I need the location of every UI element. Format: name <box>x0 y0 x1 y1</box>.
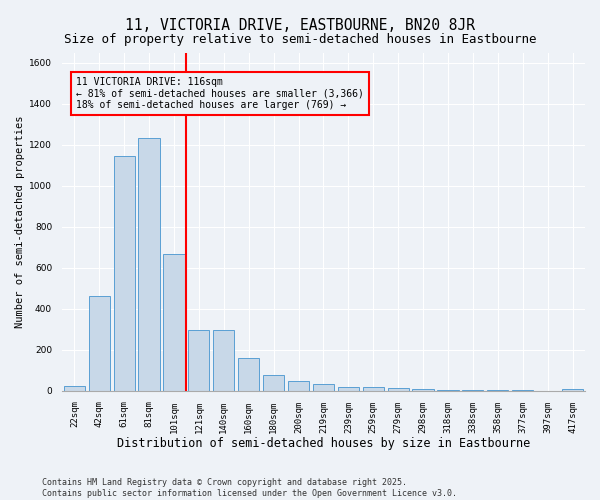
Bar <box>64 386 85 391</box>
X-axis label: Distribution of semi-detached houses by size in Eastbourne: Distribution of semi-detached houses by … <box>117 437 530 450</box>
Y-axis label: Number of semi-detached properties: Number of semi-detached properties <box>15 116 25 328</box>
Bar <box>213 330 235 391</box>
Text: Size of property relative to semi-detached houses in Eastbourne: Size of property relative to semi-detach… <box>64 32 536 46</box>
Text: Contains HM Land Registry data © Crown copyright and database right 2025.
Contai: Contains HM Land Registry data © Crown c… <box>42 478 457 498</box>
Bar <box>562 389 583 391</box>
Bar <box>437 390 458 391</box>
Bar <box>313 384 334 391</box>
Bar <box>113 156 135 391</box>
Text: 11 VICTORIA DRIVE: 116sqm
← 81% of semi-detached houses are smaller (3,366)
18% : 11 VICTORIA DRIVE: 116sqm ← 81% of semi-… <box>76 77 364 110</box>
Bar <box>89 296 110 391</box>
Bar <box>388 388 409 391</box>
Bar <box>463 390 484 391</box>
Bar <box>238 358 259 391</box>
Bar <box>188 330 209 391</box>
Bar <box>163 254 185 391</box>
Bar <box>338 387 359 391</box>
Text: 11, VICTORIA DRIVE, EASTBOURNE, BN20 8JR: 11, VICTORIA DRIVE, EASTBOURNE, BN20 8JR <box>125 18 475 32</box>
Bar <box>362 387 384 391</box>
Bar <box>139 138 160 391</box>
Bar <box>288 380 309 391</box>
Bar <box>412 389 434 391</box>
Bar <box>263 376 284 391</box>
